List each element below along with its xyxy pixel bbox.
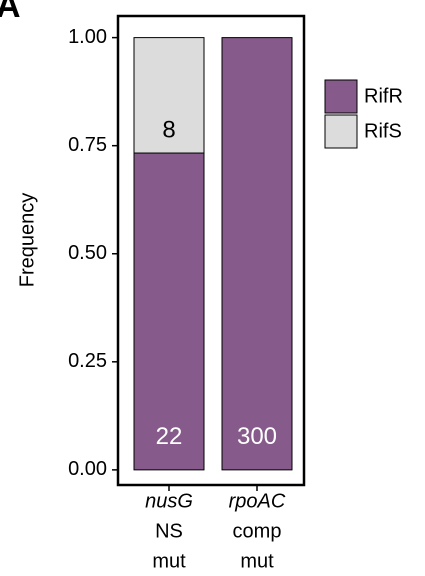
legend-swatch xyxy=(324,114,358,149)
y-tick-label: 0.25 xyxy=(68,350,107,372)
x-tick-label: rpoAC xyxy=(229,490,286,512)
y-tick-label: 1.00 xyxy=(68,26,107,48)
y-tick-label: 0.50 xyxy=(68,242,107,264)
y-axis-label: Frequency xyxy=(16,193,38,288)
legend-label: RifR xyxy=(364,85,403,107)
bar-segment xyxy=(221,37,293,471)
x-tick-label: mut xyxy=(152,550,186,572)
panel-label: A xyxy=(0,0,21,25)
y-tick-label: 0.75 xyxy=(68,134,107,156)
legend-swatch xyxy=(324,79,358,114)
x-tick-label: mut xyxy=(240,550,274,572)
bar-segment xyxy=(133,37,205,154)
x-tick-label: NS xyxy=(155,520,183,542)
count-label: 8 xyxy=(162,116,175,143)
count-label: 22 xyxy=(156,423,183,450)
count-label: 300 xyxy=(237,423,277,450)
legend-label: RifS xyxy=(364,120,402,142)
y-tick-label: 0.00 xyxy=(68,458,107,480)
x-tick-label: nusG xyxy=(145,490,193,512)
bar-segment xyxy=(133,152,205,471)
x-tick-label: comp xyxy=(233,520,282,542)
plot-frame xyxy=(116,14,306,487)
